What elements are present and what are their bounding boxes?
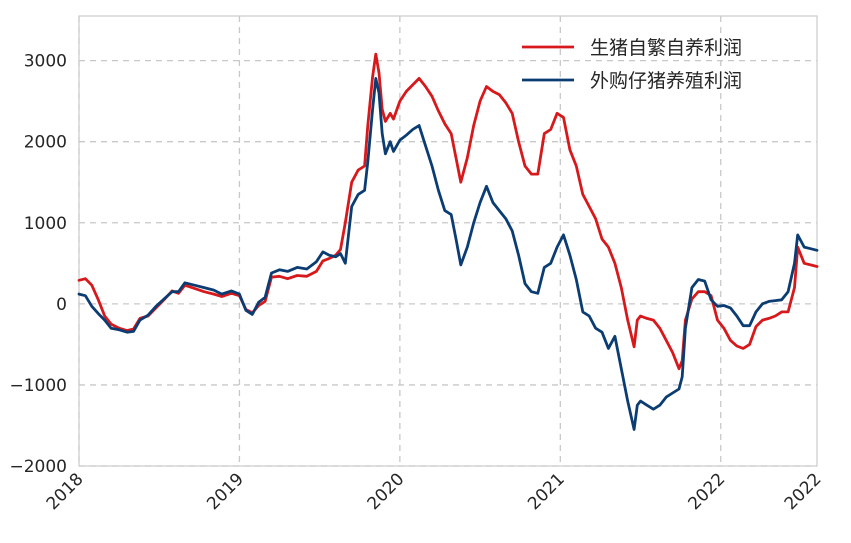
- x-tick-label: 2019: [203, 469, 248, 514]
- x-axis: 2018 2019 2020 2021 2022 2022: [43, 469, 826, 514]
- y-tick-label: 2000: [24, 133, 67, 153]
- legend-label-1: 外购仔猪养殖利润: [590, 70, 742, 92]
- y-tick-label: −2000: [9, 457, 67, 477]
- x-tick-label: 2022: [685, 469, 730, 514]
- x-tick-label: 2021: [524, 469, 569, 514]
- series-line-0: [77, 52, 819, 371]
- series-line-1: [77, 77, 819, 431]
- series-lines: [77, 52, 819, 431]
- x-tick-label: 2020: [364, 469, 409, 514]
- y-tick-label: 0: [56, 295, 67, 315]
- x-tick-label: 2022: [781, 469, 826, 514]
- y-tick-label: −1000: [9, 376, 67, 396]
- y-axis: 3000 2000 1000 0 −1000 −2000: [9, 52, 67, 477]
- plot-frame: [78, 15, 818, 467]
- y-tick-label: 3000: [24, 52, 67, 72]
- legend-label-0: 生猪自繁自养利润: [590, 37, 742, 59]
- y-tick-label: 1000: [24, 214, 67, 234]
